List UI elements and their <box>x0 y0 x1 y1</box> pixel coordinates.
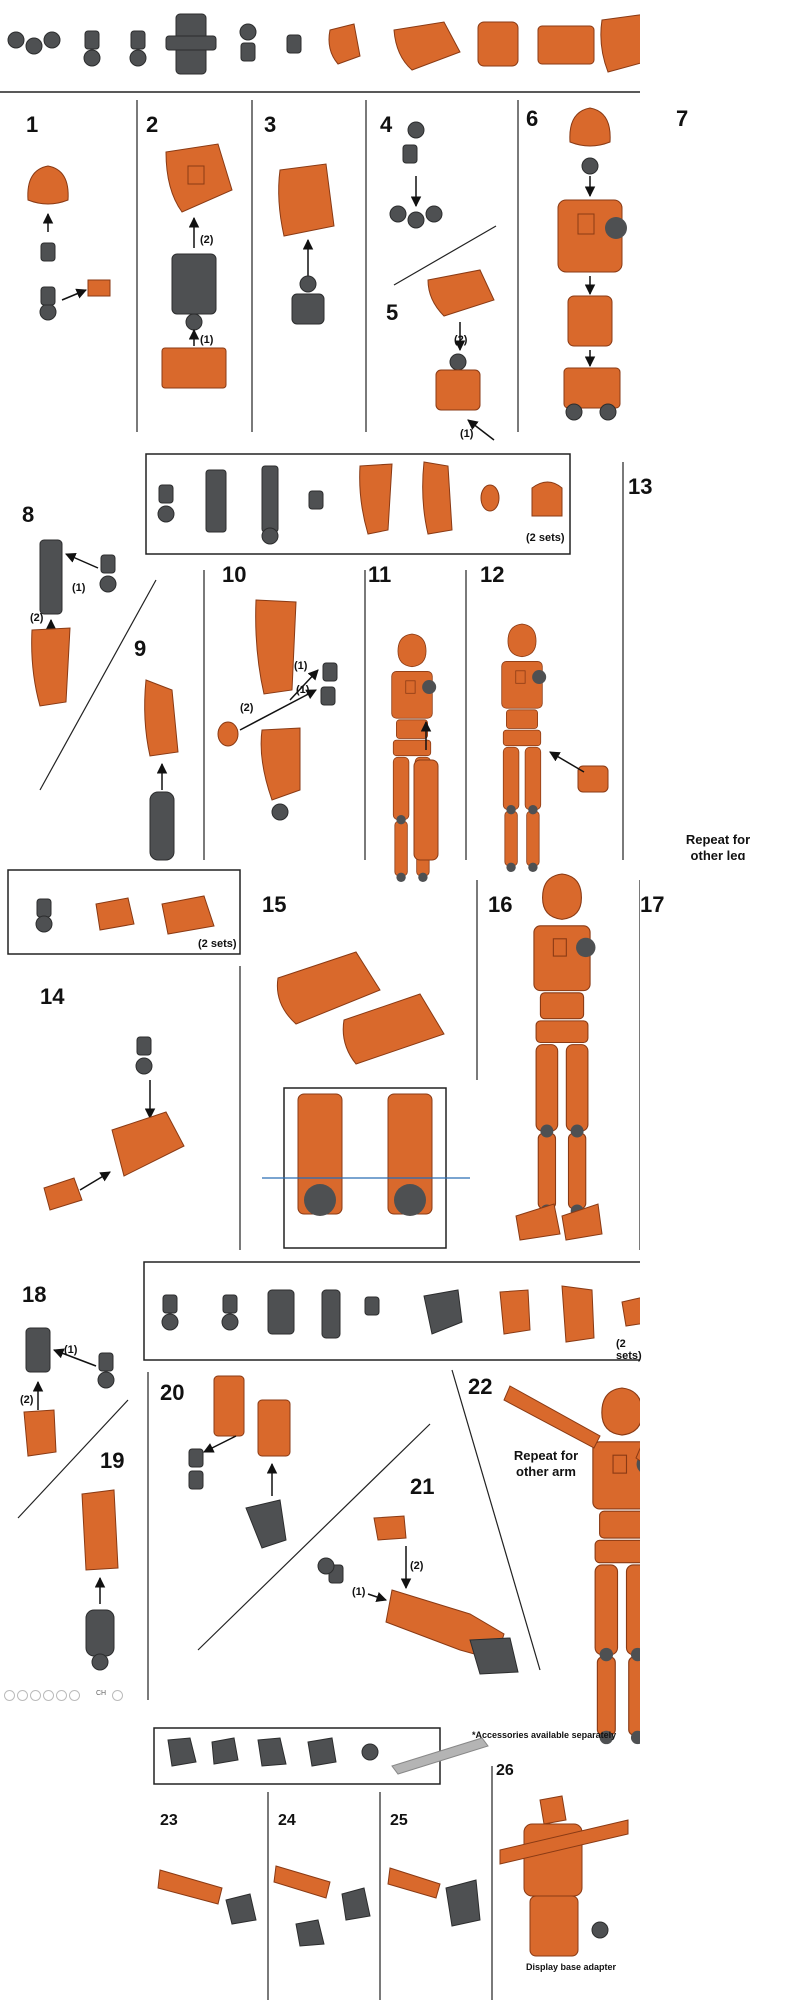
step-5-order-label: (2) <box>454 334 468 346</box>
step-10-number: 10 <box>222 562 247 587</box>
nav-icon[interactable] <box>43 1690 54 1701</box>
nav-icon[interactable] <box>17 1690 28 1701</box>
step-5-order-label: (1) <box>460 428 474 440</box>
step-3-number: 3 <box>264 112 277 137</box>
step-9-number: 9 <box>134 636 147 661</box>
step-24-number: 24 <box>278 1812 296 1829</box>
step-16-number: 16 <box>488 892 513 917</box>
nav-icon[interactable] <box>69 1690 80 1701</box>
step-21-number: 21 <box>410 1474 435 1499</box>
viewer-controls: CH <box>4 1690 124 1702</box>
repeat-arm-note: Repeat for other arm <box>513 1448 579 1479</box>
display-base-adapter-label: Display base adapter <box>525 1962 617 1972</box>
parts-box-sets-label: (2 sets) <box>616 1338 642 1362</box>
step-2-order-label: (1) <box>200 334 214 346</box>
step-10-order-label: (1) <box>294 660 308 672</box>
step-10-order-label: (2) <box>240 702 254 714</box>
nav-icon[interactable] <box>4 1690 15 1701</box>
step-6-number: 6 <box>526 106 539 131</box>
step-18-order-label: (2) <box>20 1394 34 1406</box>
repeat-leg-note: Repeat for other leg <box>685 832 751 860</box>
step-18-number: 18 <box>22 1282 47 1307</box>
step-8-order-label: (1) <box>72 582 86 594</box>
step-22-number: 22 <box>468 1374 493 1399</box>
assembly-instructions: 1 2 3 4 5 6 7 8 9 10 11 12 13 14 15 16 1… <box>0 13 750 2000</box>
step-18-order-label: (1) <box>64 1344 78 1356</box>
nav-icon[interactable] <box>112 1690 123 1701</box>
step-7-number: 7 <box>676 106 689 131</box>
step-1-number: 1 <box>26 112 39 137</box>
row1-dividers <box>136 100 519 432</box>
row2-dividers <box>39 462 624 860</box>
step-20-number: 20 <box>160 1380 185 1405</box>
parts-box-sets-label: (2 sets) <box>526 532 565 544</box>
step-15-number: 15 <box>262 892 287 917</box>
top-parts-row <box>7 13 640 75</box>
step-5-number: 5 <box>386 300 399 325</box>
step-25-number: 25 <box>390 1812 408 1829</box>
step-8-number: 8 <box>22 502 35 527</box>
step-17-number: 17 <box>640 892 665 917</box>
step-23-number: 23 <box>160 1812 178 1829</box>
step-2-number: 2 <box>146 112 159 137</box>
row3-dividers <box>239 880 640 1250</box>
step-10-order-label: (1) <box>296 684 310 696</box>
row5-dividers <box>267 1766 493 2000</box>
nav-icon[interactable] <box>56 1690 67 1701</box>
step-2-order-label: (2) <box>200 234 214 246</box>
row4-dividers <box>17 1369 541 1700</box>
step-26-number: 26 <box>496 1762 514 1779</box>
step-12-number: 12 <box>480 562 505 587</box>
parts-box-sets-label: (2 sets) <box>198 938 237 950</box>
zoom-control[interactable]: CH <box>96 1690 107 1697</box>
step-8-order-label: (2) <box>30 612 44 624</box>
step-19-number: 19 <box>100 1448 125 1473</box>
step-21-order-label: (2) <box>410 1560 424 1572</box>
step-13-number: 13 <box>628 474 653 499</box>
nav-icon[interactable] <box>30 1690 41 1701</box>
accessories-note: *Accessories available separately <box>472 1730 617 1740</box>
artwork-layer <box>0 13 640 2000</box>
step-4-number: 4 <box>380 112 393 137</box>
step-11-number: 11 <box>368 562 392 587</box>
step-21-order-label: (1) <box>352 1586 366 1598</box>
step-14-number: 14 <box>40 984 65 1009</box>
